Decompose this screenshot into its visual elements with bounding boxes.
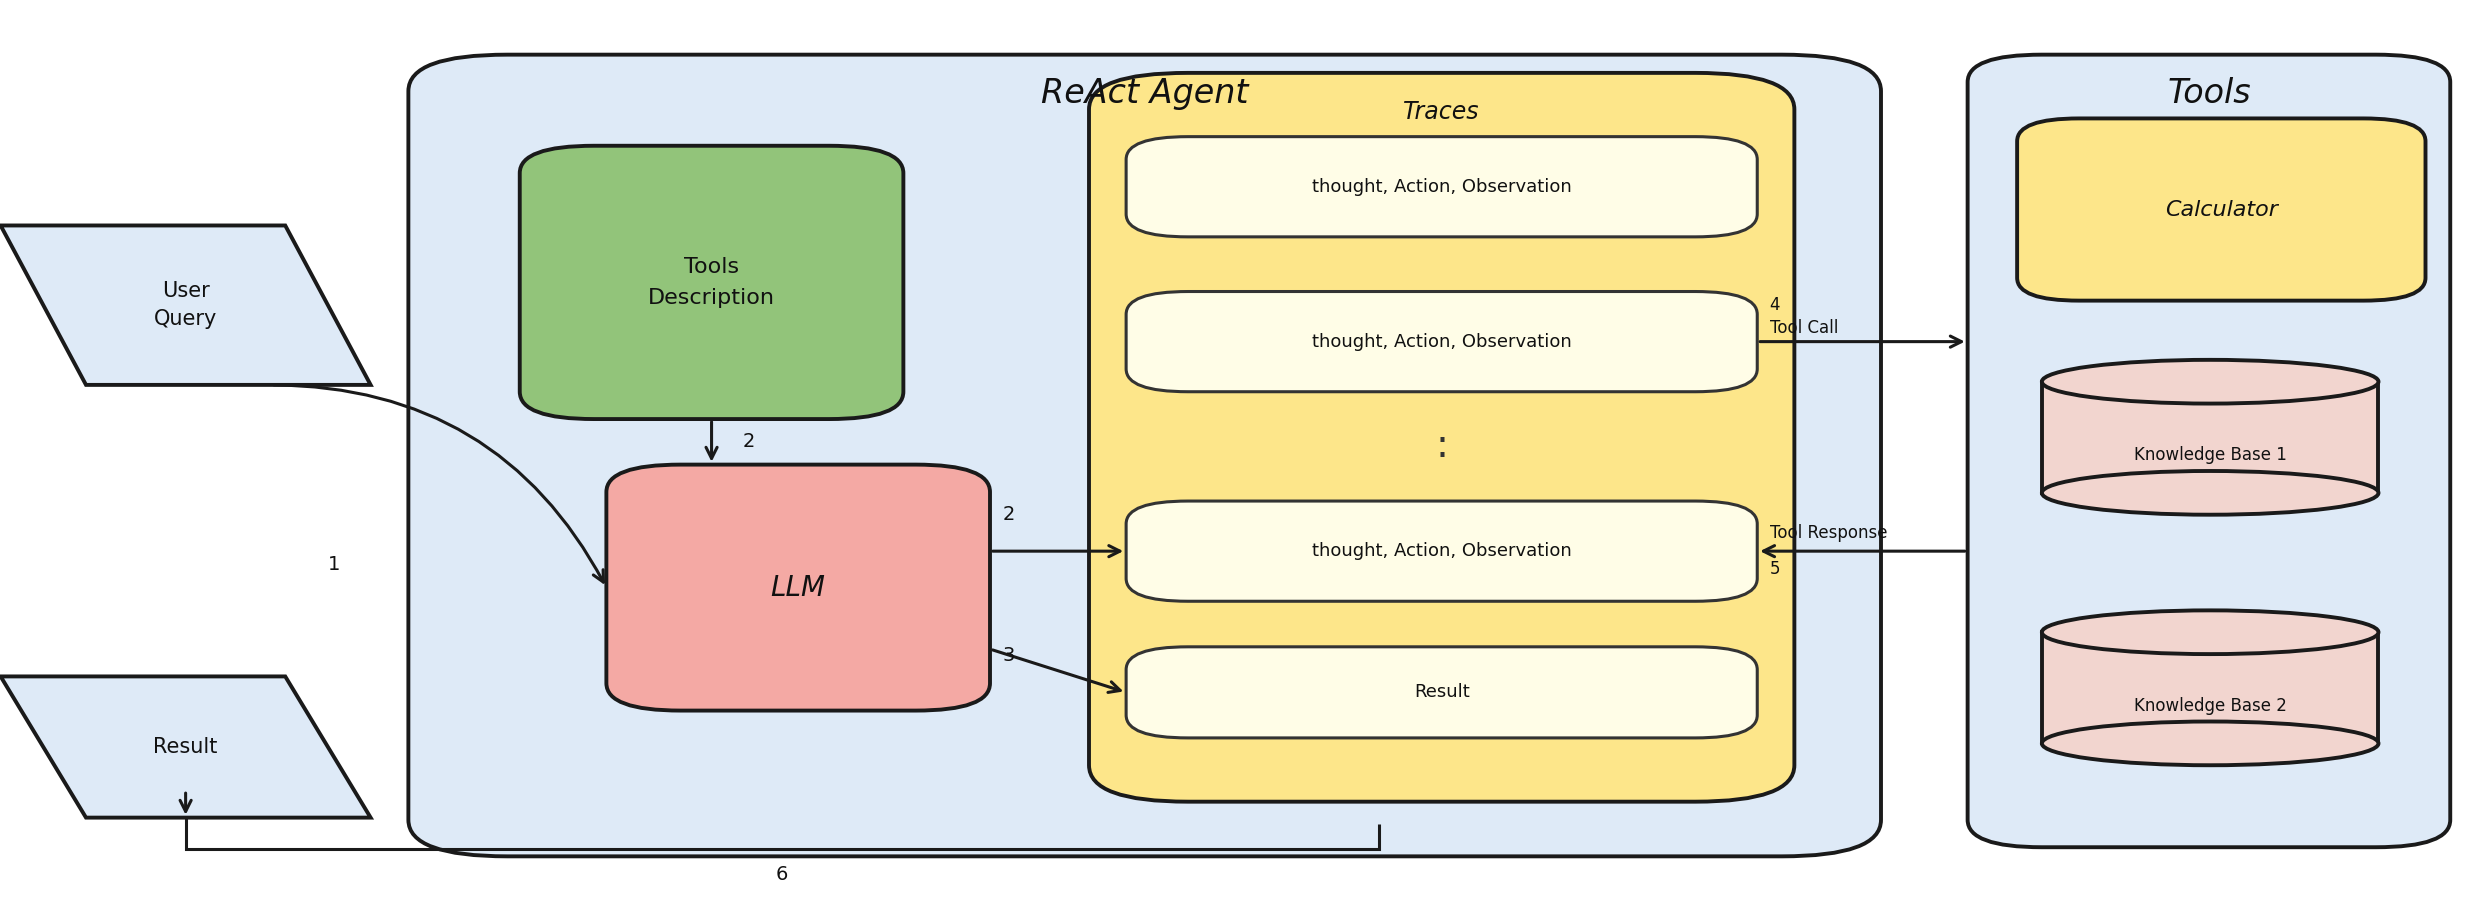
Text: thought, Action, Observation: thought, Action, Observation <box>1312 178 1572 196</box>
FancyBboxPatch shape <box>1126 292 1757 392</box>
Polygon shape <box>2042 382 2378 493</box>
Text: Traces: Traces <box>1403 100 1480 124</box>
FancyBboxPatch shape <box>1126 137 1757 237</box>
FancyBboxPatch shape <box>1968 55 2450 847</box>
Ellipse shape <box>2042 360 2378 404</box>
Text: LLM: LLM <box>770 574 827 601</box>
Text: Tools
Description: Tools Description <box>648 257 775 308</box>
Text: thought, Action, Observation: thought, Action, Observation <box>1312 333 1572 351</box>
Text: Tool Response: Tool Response <box>1770 524 1886 542</box>
Ellipse shape <box>2042 610 2378 654</box>
FancyBboxPatch shape <box>1126 501 1757 601</box>
Polygon shape <box>0 225 371 384</box>
FancyBboxPatch shape <box>1126 647 1757 738</box>
Text: 6: 6 <box>777 865 787 885</box>
Text: Knowledge Base 2: Knowledge Base 2 <box>2133 697 2287 715</box>
Polygon shape <box>0 676 371 818</box>
Text: thought, Action, Observation: thought, Action, Observation <box>1312 542 1572 560</box>
Text: Tools: Tools <box>2168 77 2250 110</box>
Ellipse shape <box>2042 722 2378 765</box>
Text: User
Query: User Query <box>153 281 218 329</box>
Text: Result: Result <box>1413 683 1470 701</box>
FancyBboxPatch shape <box>606 465 990 711</box>
FancyArrowPatch shape <box>275 385 604 582</box>
Text: :: : <box>1436 427 1448 466</box>
FancyBboxPatch shape <box>1089 73 1794 802</box>
Text: 3: 3 <box>1002 647 1015 665</box>
Text: 5: 5 <box>1770 560 1780 578</box>
Text: Calculator: Calculator <box>2166 200 2277 220</box>
Ellipse shape <box>2042 471 2378 515</box>
Text: 2: 2 <box>742 433 755 451</box>
Text: Tool Call: Tool Call <box>1770 319 1839 337</box>
Text: ReAct Agent: ReAct Agent <box>1042 77 1247 110</box>
FancyBboxPatch shape <box>520 146 903 419</box>
Polygon shape <box>2042 632 2378 743</box>
Text: 1: 1 <box>327 556 342 574</box>
Text: Result: Result <box>153 737 218 757</box>
Text: Knowledge Base 1: Knowledge Base 1 <box>2133 446 2287 465</box>
Text: 4: 4 <box>1770 296 1780 314</box>
FancyBboxPatch shape <box>408 55 1881 856</box>
FancyBboxPatch shape <box>2017 118 2426 301</box>
Text: 2: 2 <box>1002 506 1015 524</box>
